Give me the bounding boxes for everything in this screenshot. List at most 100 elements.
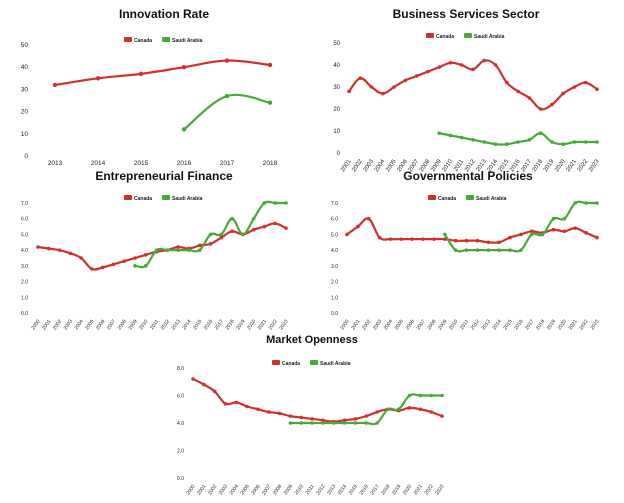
data-point: [176, 248, 180, 252]
data-point: [508, 235, 512, 240]
data-point: [595, 201, 599, 205]
x-tick-label: 2008: [272, 484, 283, 497]
x-tick-label: 2000: [185, 484, 196, 497]
data-point: [551, 227, 556, 232]
x-tick-label: 2001: [350, 319, 361, 332]
data-point: [399, 237, 404, 241]
data-point: [266, 410, 271, 414]
data-point: [595, 87, 599, 91]
legend-item: Saudi Arabia: [162, 37, 203, 44]
data-point: [497, 240, 501, 245]
data-point: [284, 226, 288, 230]
x-tick-label: 2013: [481, 319, 492, 332]
data-point: [111, 262, 116, 267]
data-point: [482, 140, 487, 144]
x-tick-label: 2005: [394, 319, 405, 332]
x-tick-label: 2005: [385, 158, 398, 173]
chart-1: Business Services Sector Canada Saudi Arab…: [333, 7, 601, 173]
x-tick-label: 2011: [149, 319, 160, 331]
legend-swatch: [428, 195, 436, 200]
series-line: [345, 217, 599, 244]
data-point: [551, 216, 556, 221]
x-tick-label: 2017: [214, 319, 225, 332]
data-point: [251, 227, 256, 232]
x-tick-label: 2017: [524, 319, 535, 332]
data-point: [133, 256, 137, 260]
x-tick-label: 2018: [532, 158, 545, 173]
data-point: [443, 232, 447, 237]
data-point: [52, 82, 58, 88]
x-tick-label: 2020: [554, 158, 567, 173]
chart-title: Market Openness: [266, 334, 358, 346]
data-point: [448, 61, 453, 65]
x-tick-label: 2015: [134, 160, 149, 167]
data-point: [443, 237, 447, 241]
data-point: [486, 248, 491, 252]
x-tick-label: 2021: [413, 484, 424, 497]
data-point: [464, 248, 469, 252]
data-point: [550, 140, 554, 144]
y-tick-label: 6.0: [331, 217, 338, 223]
chart-title: Governmental Policies: [403, 169, 533, 183]
legend-item: Saudi Arabia: [464, 33, 505, 40]
data-point: [79, 256, 83, 260]
y-tick-label: 4.0: [177, 421, 184, 427]
y-tick-label: 30: [333, 85, 340, 91]
data-point: [527, 96, 532, 100]
data-point: [356, 224, 360, 229]
y-tick-label: 0: [24, 153, 28, 160]
x-tick-label: 2021: [568, 319, 579, 332]
data-point: [516, 89, 520, 94]
legend-swatch: [310, 360, 318, 365]
x-tick-label: 2004: [383, 319, 394, 332]
data-point: [572, 85, 577, 89]
legend-label: Saudi Arabia: [320, 361, 351, 367]
x-tick-label: 2010: [448, 319, 459, 332]
x-tick-label: 2013: [171, 319, 182, 332]
x-tick-label: 2011: [459, 319, 470, 331]
x-tick-label: 2022: [577, 158, 590, 173]
x-tick-label: 2002: [361, 319, 372, 332]
y-tick-label: 6.0: [177, 394, 184, 400]
x-tick-label: 2023: [434, 484, 445, 497]
data-point: [273, 221, 278, 226]
data-point: [562, 216, 567, 221]
x-tick-label: 2019: [391, 484, 402, 497]
x-tick-label: 2014: [492, 319, 503, 332]
data-point: [187, 248, 191, 252]
data-point: [342, 421, 347, 425]
y-tick-label: 5.0: [21, 232, 28, 238]
data-point: [144, 264, 148, 268]
series-line: [53, 59, 272, 87]
data-point: [475, 238, 480, 243]
data-point: [561, 142, 565, 146]
data-point: [197, 248, 202, 252]
data-point: [230, 229, 234, 234]
data-point: [386, 407, 390, 412]
data-point: [154, 248, 159, 252]
legend-swatch: [162, 37, 170, 42]
legend-item: Saudi Arabia: [466, 195, 507, 202]
y-tick-label: 0: [337, 151, 341, 157]
data-point: [505, 142, 509, 146]
data-point: [208, 242, 213, 246]
data-point: [538, 131, 543, 135]
data-point: [407, 406, 412, 410]
data-point: [540, 232, 545, 237]
legend-item: Saudi Arabia: [310, 360, 351, 367]
data-point: [453, 238, 458, 243]
x-tick-label: 2012: [315, 484, 326, 497]
y-tick-label: 0.0: [177, 476, 184, 482]
x-tick-label: 2003: [372, 319, 383, 332]
data-point: [471, 138, 475, 142]
legend-swatch: [162, 195, 170, 200]
data-point: [267, 62, 273, 68]
data-point: [475, 248, 480, 252]
x-tick-label: 2016: [359, 484, 370, 497]
data-point: [122, 259, 127, 263]
x-tick-label: 2022: [578, 319, 589, 332]
legend-label: Canada: [438, 196, 456, 202]
x-tick-label: 2023: [589, 319, 600, 332]
data-point: [241, 232, 245, 237]
x-tick-label: 2006: [405, 319, 416, 332]
